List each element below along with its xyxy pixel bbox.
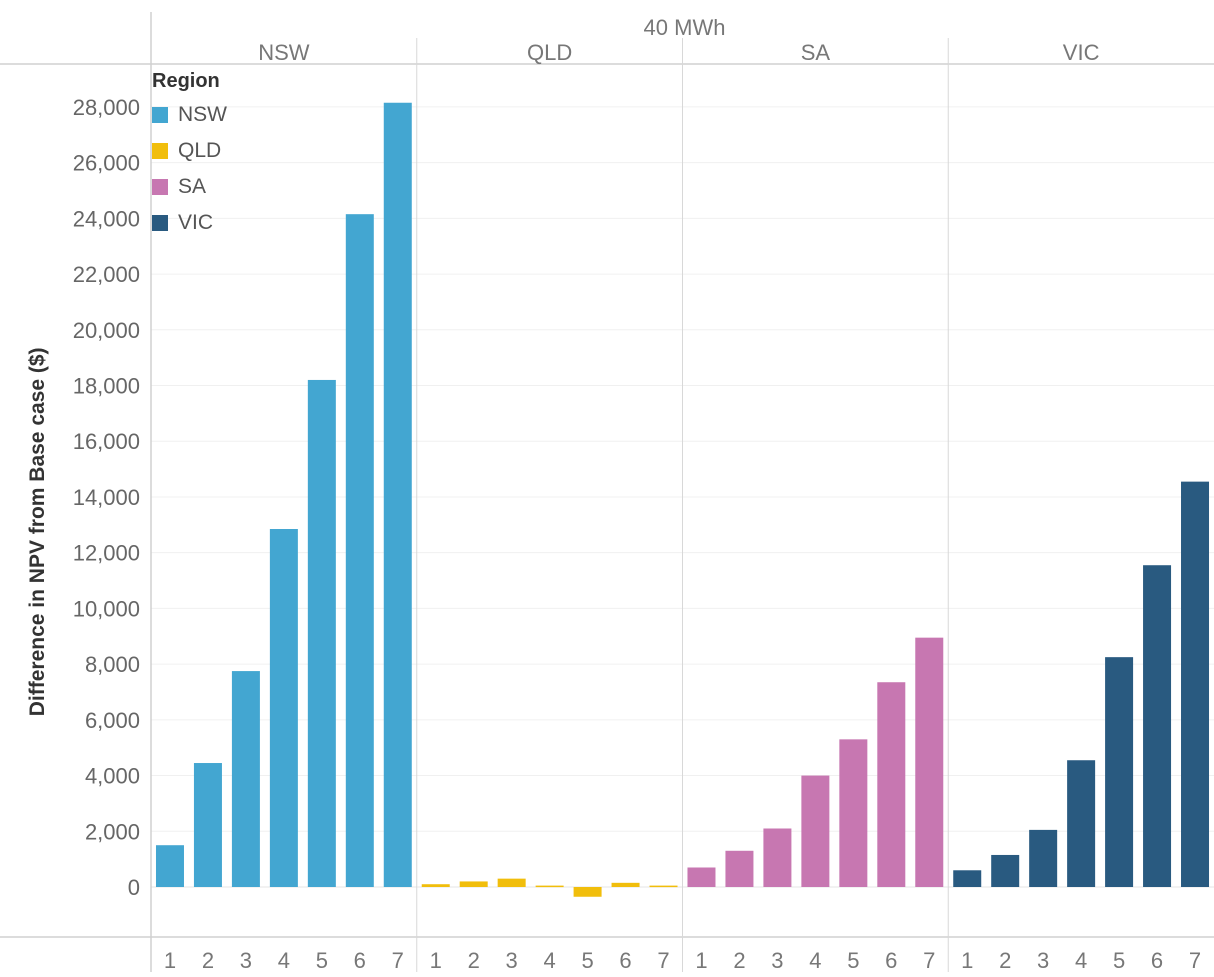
x-tick-label: 7 — [657, 948, 669, 972]
bar-vic-5 — [1105, 657, 1134, 887]
x-tick-label: 2 — [733, 948, 745, 972]
bar-vic-3 — [1029, 829, 1058, 887]
bar-vic-1 — [953, 870, 982, 887]
x-tick-label: 2 — [468, 948, 480, 972]
bar-qld-1 — [421, 884, 450, 887]
y-tick-label: 10,000 — [73, 596, 140, 621]
bar-vic-7 — [1181, 481, 1210, 887]
bar-qld-4 — [535, 885, 564, 888]
x-tick-label: 1 — [961, 948, 973, 972]
legend-swatch-sa — [152, 179, 168, 195]
bar-sa-6 — [877, 682, 906, 887]
y-tick-label: 0 — [128, 875, 140, 900]
x-tick-label: 2 — [999, 948, 1011, 972]
y-tick-label: 2,000 — [85, 819, 140, 844]
bar-qld-3 — [497, 878, 526, 887]
panel-frames — [0, 12, 1214, 972]
x-tick-label: 4 — [544, 948, 556, 972]
x-tick-label: 5 — [847, 948, 859, 972]
x-tick-label: 2 — [202, 948, 214, 972]
y-tick-label: 26,000 — [73, 151, 140, 176]
bar-sa-4 — [801, 775, 830, 887]
bar-sa-3 — [763, 828, 792, 887]
x-tick-label: 5 — [316, 948, 328, 972]
x-tick-label: 3 — [1037, 948, 1049, 972]
y-tick-label: 20,000 — [73, 318, 140, 343]
y-tick-label: 12,000 — [73, 541, 140, 566]
x-tick-label: 6 — [354, 948, 366, 972]
legend-item-nsw: NSW — [152, 97, 227, 133]
bar-nsw-1 — [155, 845, 184, 887]
panel-header-vic: VIC — [1063, 40, 1100, 65]
bar-vic-2 — [991, 854, 1020, 887]
legend-label-qld: QLD — [178, 139, 222, 162]
x-tick-label: 5 — [581, 948, 593, 972]
x-tick-label: 7 — [923, 948, 935, 972]
bars — [155, 102, 1210, 897]
x-tick-label: 4 — [809, 948, 821, 972]
legend-item-vic: VIC — [152, 205, 227, 241]
y-tick-label: 6,000 — [85, 708, 140, 733]
x-tick-label: 5 — [1113, 948, 1125, 972]
x-tick-label: 7 — [392, 948, 404, 972]
x-tick-label: 7 — [1189, 948, 1201, 972]
bar-nsw-5 — [307, 379, 336, 887]
x-tick-label: 1 — [430, 948, 442, 972]
bar-nsw-6 — [345, 214, 374, 887]
x-tick-label: 1 — [164, 948, 176, 972]
legend-item-sa: SA — [152, 169, 227, 205]
y-tick-label: 4,000 — [85, 764, 140, 789]
y-tick-label: 16,000 — [73, 429, 140, 454]
y-tick-label: 22,000 — [73, 262, 140, 287]
legend-swatch-qld — [152, 143, 168, 159]
y-tick-label: 8,000 — [85, 652, 140, 677]
y-tick-label: 28,000 — [73, 95, 140, 120]
bar-vic-4 — [1067, 760, 1096, 887]
bar-nsw-2 — [193, 763, 222, 887]
bar-qld-7 — [649, 885, 678, 888]
x-tick-label: 4 — [278, 948, 290, 972]
x-tick-label: 3 — [240, 948, 252, 972]
y-axis-title: Difference in NPV from Base case ($) — [26, 347, 49, 716]
bar-vic-6 — [1143, 565, 1172, 887]
x-tick-label: 6 — [885, 948, 897, 972]
x-tick-label: 1 — [695, 948, 707, 972]
legend-label-vic: VIC — [178, 211, 214, 234]
y-tick-label: 24,000 — [73, 206, 140, 231]
x-tick-label: 3 — [771, 948, 783, 972]
legend-item-qld: QLD — [152, 133, 227, 169]
bar-sa-5 — [839, 739, 868, 887]
legend-label-sa: SA — [178, 175, 207, 198]
legend-swatch-nsw — [152, 107, 168, 123]
bar-qld-6 — [611, 882, 640, 887]
panel-header-nsw: NSW — [258, 40, 310, 65]
bar-sa-1 — [687, 867, 716, 887]
x-tick-label: 4 — [1075, 948, 1087, 972]
x-tick-label: 6 — [619, 948, 631, 972]
legend-title: Region — [152, 70, 220, 92]
bar-nsw-4 — [269, 528, 298, 887]
bar-qld-5 — [573, 887, 602, 897]
labels: 0 2,000 4,000 6,000 8,000 10,000 12,000 14,000 1… — [26, 15, 1201, 973]
chart-title: 40 MWh — [644, 15, 726, 40]
bar-sa-2 — [725, 850, 754, 887]
panel-header-sa: SA — [801, 40, 831, 65]
y-tick-label: 18,000 — [73, 374, 140, 399]
panel-header-qld: QLD — [527, 40, 572, 65]
y-tick-label: 14,000 — [73, 485, 140, 510]
bar-sa-7 — [915, 637, 944, 887]
legend-swatch-vic — [152, 215, 168, 231]
bar-nsw-3 — [231, 671, 260, 887]
legend-label-nsw: NSW — [178, 103, 227, 126]
bar-qld-2 — [459, 881, 488, 887]
x-tick-label: 3 — [506, 948, 518, 972]
x-tick-label: 6 — [1151, 948, 1163, 972]
bar-nsw-7 — [383, 102, 412, 888]
legend: Region NSW QLD SA VIC — [152, 70, 227, 241]
